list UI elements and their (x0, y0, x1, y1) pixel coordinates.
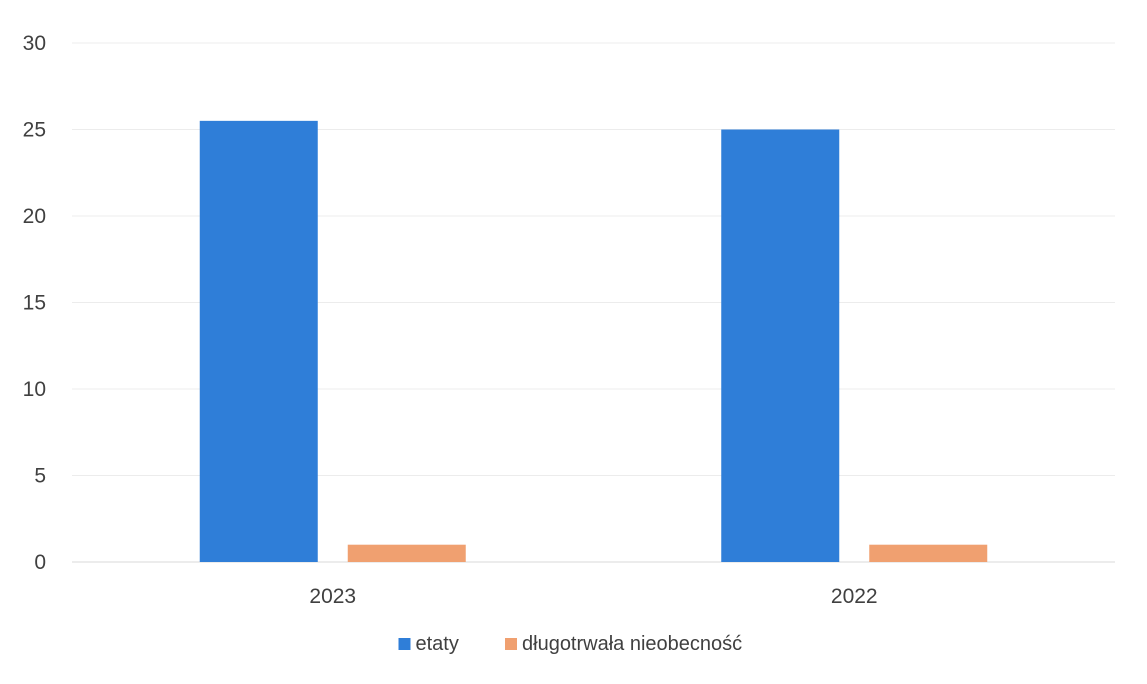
y-tick-label: 15 (23, 292, 46, 315)
legend-label: etaty (416, 633, 459, 655)
y-tick-label: 10 (23, 378, 46, 401)
y-tick-label: 25 (23, 119, 46, 142)
x-tick-label: 2023 (309, 585, 356, 608)
legend-swatch (398, 638, 411, 650)
bar-długotrwała-nieobecność-2022 (869, 544, 988, 562)
bars (199, 120, 988, 562)
y-tick-label: 30 (23, 32, 46, 55)
y-axis-ticks: 0 5 10 15 20 25 30 (23, 32, 46, 574)
y-tick-label: 20 (23, 205, 46, 228)
x-tick-label: 2022 (831, 585, 878, 608)
y-tick-label: 0 (34, 551, 46, 574)
bar-długotrwała-nieobecność-2023 (347, 544, 466, 562)
legend: etaty długotrwała nieobecność (398, 633, 742, 655)
x-axis-ticks: 2023 2022 (309, 585, 877, 608)
legend-label: długotrwała nieobecność (522, 633, 742, 655)
y-tick-label: 5 (34, 465, 46, 488)
bar-etaty-2023 (199, 120, 318, 562)
bar-etaty-2022 (721, 129, 840, 562)
legend-swatch (505, 638, 517, 650)
